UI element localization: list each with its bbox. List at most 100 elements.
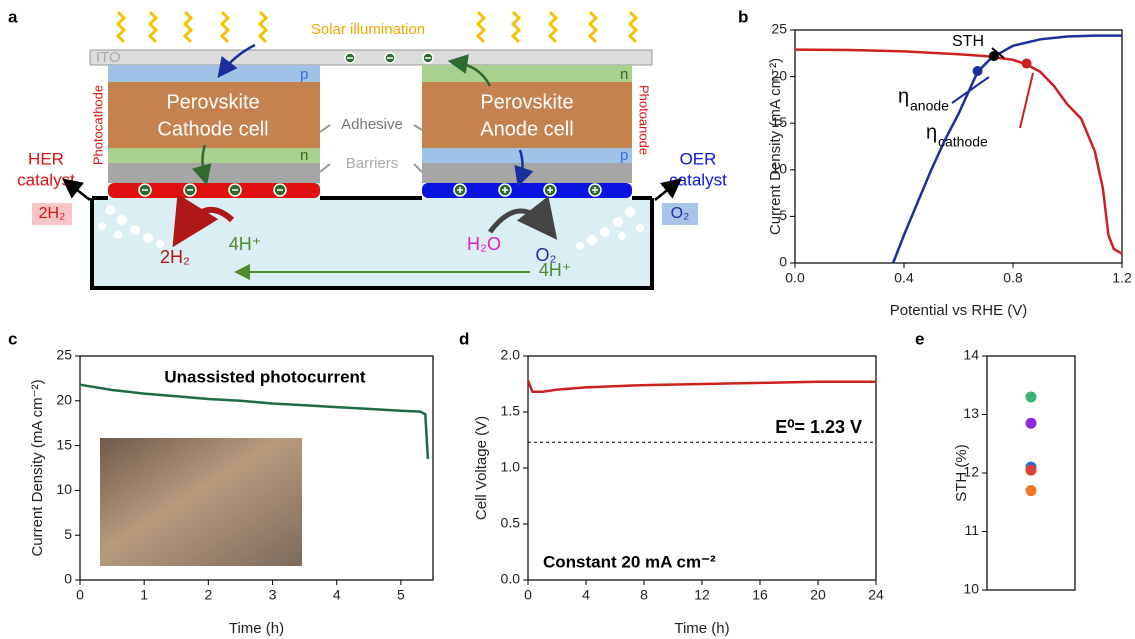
container bbox=[90, 196, 654, 290]
layer-label: p bbox=[300, 66, 308, 83]
x-tick-label: 0.8 bbox=[1003, 270, 1023, 286]
x-tick-label: 1 bbox=[140, 587, 148, 603]
y-tick-label: 25 bbox=[56, 347, 72, 363]
y-tick-label: 1.0 bbox=[501, 459, 521, 475]
inset-photo bbox=[100, 438, 302, 566]
h-plus-flow: 4H⁺ bbox=[539, 260, 572, 280]
plot-frame bbox=[527, 355, 877, 581]
y-axis-label: STH (%) bbox=[953, 444, 970, 502]
y-tick-label: 13 bbox=[963, 405, 979, 421]
dot bbox=[1025, 417, 1037, 429]
x-tick-label: 12 bbox=[694, 587, 710, 603]
x-tick-label: 4 bbox=[582, 587, 590, 603]
oer-label: OER bbox=[680, 149, 717, 168]
annotation: Unassisted photocurrent bbox=[164, 367, 366, 386]
leader bbox=[991, 47, 1005, 59]
cell-title: Perovskite bbox=[480, 91, 573, 113]
layer-label: n bbox=[620, 66, 628, 83]
x-tick-label: 24 bbox=[868, 587, 884, 603]
her-label: catalyst bbox=[17, 170, 75, 189]
marker bbox=[1021, 58, 1032, 69]
layer-label: p bbox=[620, 147, 628, 164]
panel-label: b bbox=[738, 7, 748, 26]
y-tick-label: 0 bbox=[779, 254, 787, 270]
cell-title: Anode cell bbox=[480, 118, 573, 140]
dot bbox=[1025, 464, 1037, 476]
leader bbox=[951, 76, 990, 104]
plot-frame bbox=[79, 355, 434, 581]
x-tick-label: 1.2 bbox=[1112, 270, 1132, 286]
panel-label: e bbox=[915, 329, 924, 348]
h2-out: 2H₂ bbox=[39, 205, 66, 222]
y-tick-label: 0 bbox=[64, 571, 72, 587]
label-bg bbox=[662, 203, 698, 225]
panel-label: d bbox=[459, 329, 469, 348]
x-tick-label: 3 bbox=[269, 587, 277, 603]
panel-label: c bbox=[8, 329, 17, 348]
y-tick-label: 15 bbox=[771, 114, 787, 130]
x-axis-label: Potential vs RHE (V) bbox=[890, 302, 1028, 319]
annotation: η bbox=[926, 121, 937, 143]
x-tick-label: 0 bbox=[76, 587, 84, 603]
line bbox=[79, 383, 430, 460]
diagram: a Solar illumination ITO p n n p Perovsk… bbox=[8, 7, 727, 290]
y-tick-label: 0.5 bbox=[501, 515, 521, 531]
charges bbox=[138, 52, 602, 197]
reference-label: E⁰= 1.23 V bbox=[775, 417, 862, 437]
y-tick-label: 10 bbox=[963, 581, 979, 597]
x-tick-label: 5 bbox=[397, 587, 405, 603]
her-label: HER bbox=[28, 149, 64, 168]
annotation: STH bbox=[952, 33, 984, 50]
o2: O₂ bbox=[536, 245, 557, 265]
plot-frame bbox=[794, 29, 1123, 264]
adhesive-label: Adhesive bbox=[341, 116, 403, 133]
annotation: cathode bbox=[938, 134, 988, 150]
line bbox=[794, 48, 1123, 255]
x-tick-label: 0.0 bbox=[785, 270, 805, 286]
annotation: Constant 20 mA cm⁻² bbox=[543, 552, 716, 571]
x-axis-label: Time (h) bbox=[229, 620, 284, 637]
line bbox=[526, 380, 876, 394]
photocathode-label: Photocathode bbox=[90, 85, 105, 165]
y-tick-label: 14 bbox=[963, 347, 979, 363]
leader bbox=[1019, 72, 1034, 129]
x-tick-label: 0.4 bbox=[894, 270, 914, 286]
x-tick-label: 20 bbox=[810, 587, 826, 603]
y-tick-label: 11 bbox=[964, 522, 979, 538]
photoanode-label: Photoanode bbox=[637, 85, 652, 155]
x-tick-label: 4 bbox=[333, 587, 341, 603]
cathode-cell bbox=[108, 65, 320, 198]
bubbles bbox=[98, 205, 644, 250]
h-plus: 4H⁺ bbox=[229, 234, 262, 254]
cell-title: Cathode cell bbox=[157, 118, 268, 140]
panel-label: a bbox=[8, 7, 18, 26]
y-tick-label: 1.5 bbox=[501, 403, 521, 419]
marker bbox=[988, 51, 999, 62]
arrows bbox=[62, 43, 682, 280]
marker bbox=[972, 66, 983, 77]
y-tick-label: 25 bbox=[771, 21, 787, 37]
y-tick-label: 15 bbox=[56, 436, 72, 452]
y-tick-label: 10 bbox=[771, 161, 787, 177]
y-axis-label: Current Density (mA cm⁻²) bbox=[767, 58, 784, 235]
annotation: anode bbox=[910, 98, 949, 114]
y-tick-label: 5 bbox=[64, 526, 72, 542]
y-tick-label: 12 bbox=[963, 464, 979, 480]
y-axis-label: Cell Voltage (V) bbox=[473, 416, 490, 520]
dot bbox=[1025, 391, 1037, 403]
barriers-label: Barriers bbox=[346, 155, 399, 172]
h2: 2H₂ bbox=[160, 247, 190, 267]
y-tick-label: 10 bbox=[56, 481, 72, 497]
annotation: η bbox=[898, 85, 909, 107]
x-tick-label: 8 bbox=[640, 587, 648, 603]
o2-out: O₂ bbox=[671, 205, 690, 222]
y-tick-label: 20 bbox=[56, 392, 72, 408]
sun-rays bbox=[115, 10, 639, 44]
line bbox=[891, 34, 1122, 264]
cell-title: Perovskite bbox=[166, 91, 259, 113]
leaders bbox=[319, 124, 423, 173]
x-tick-label: 0 bbox=[524, 587, 532, 603]
oer-label: catalyst bbox=[669, 170, 727, 189]
ito-layer bbox=[89, 49, 653, 66]
